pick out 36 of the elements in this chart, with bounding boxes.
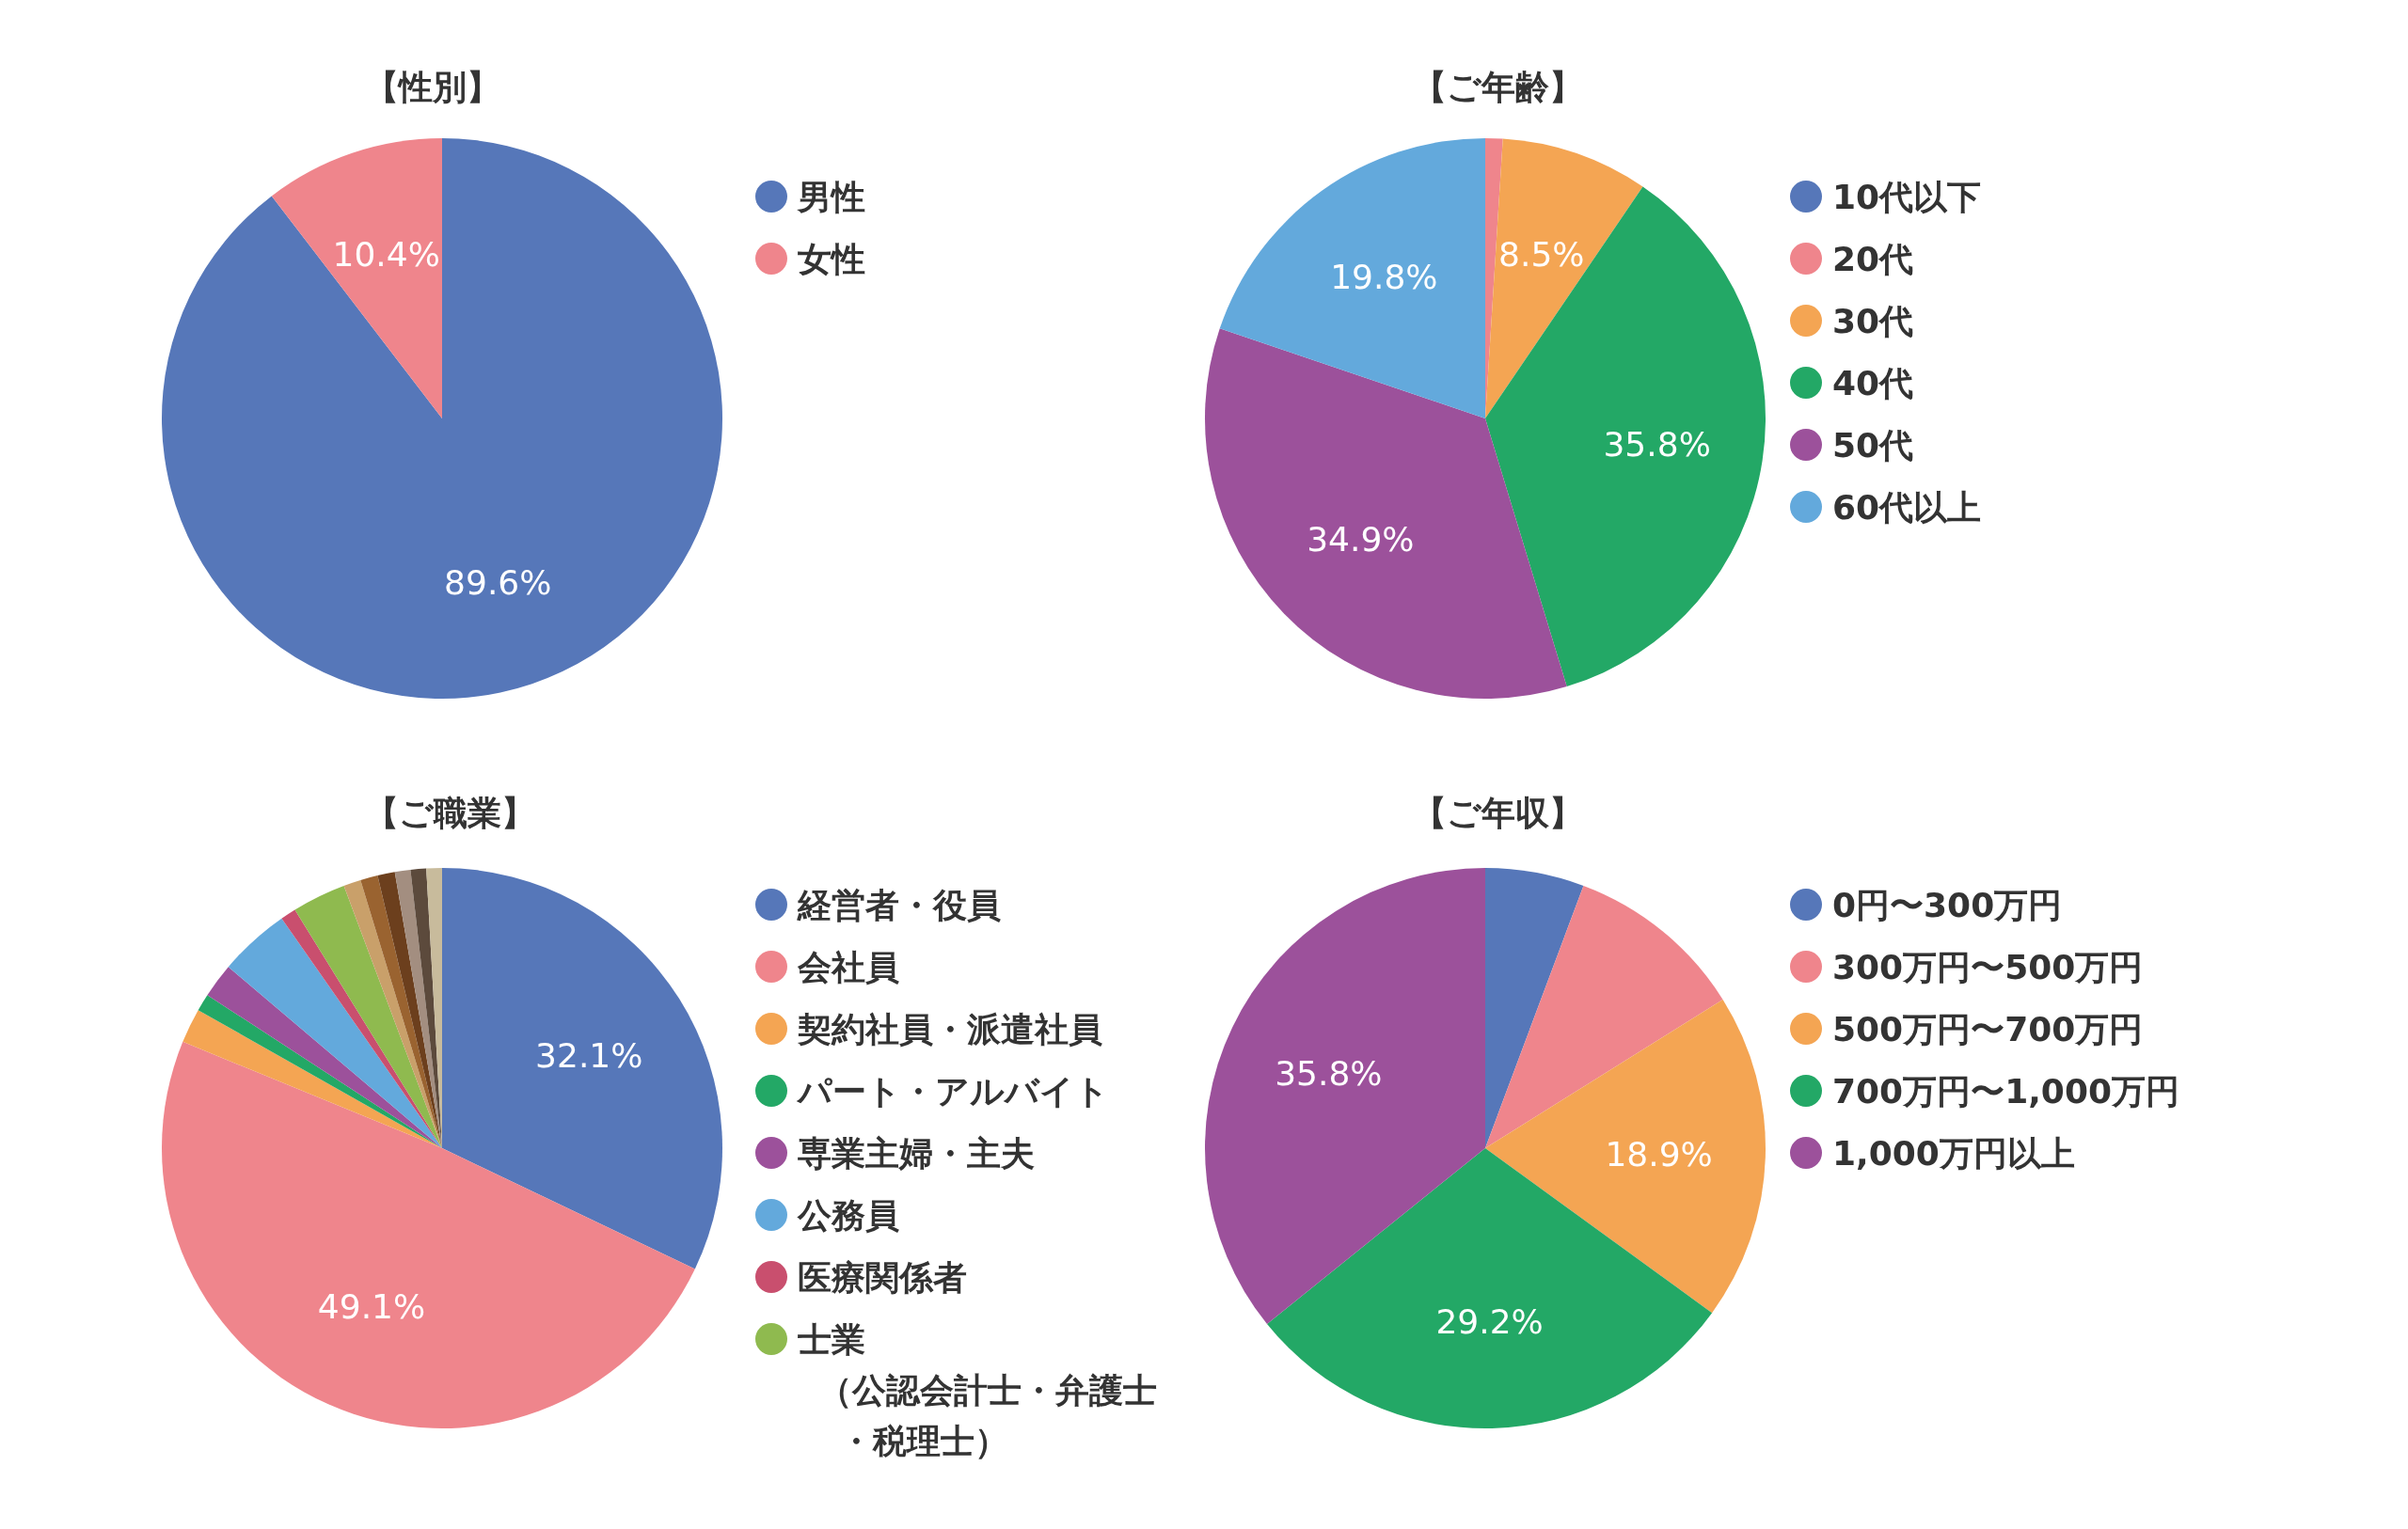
data-label: 18.9% bbox=[1605, 1134, 1713, 1174]
data-label: 35.8% bbox=[1603, 425, 1711, 465]
data-label: 19.8% bbox=[1330, 258, 1438, 297]
legend-label: 500万円〜700万円 bbox=[1832, 1009, 2144, 1048]
legend-label: 専業主婦・主夫 bbox=[798, 1133, 1035, 1173]
legend-label: 60代以上 bbox=[1832, 487, 1982, 527]
legend-label: 男性 bbox=[797, 177, 865, 216]
data-label: 35.8% bbox=[1275, 1053, 1383, 1093]
legend-label: 20代 bbox=[1832, 239, 1914, 278]
chart-title: 【ご職業】 bbox=[364, 793, 535, 832]
data-label: 34.9% bbox=[1307, 520, 1415, 560]
data-label: 10.4% bbox=[332, 234, 440, 274]
legend-label: 会社員 bbox=[797, 947, 899, 986]
legend-label: 50代 bbox=[1832, 425, 1914, 465]
data-label: 49.1% bbox=[317, 1287, 426, 1327]
data-label: 89.6% bbox=[444, 563, 552, 603]
legend-label: 士業（公認会計士・弁護士・税理士） bbox=[798, 1319, 1157, 1460]
legend-label: 契約社員・派遣社員 bbox=[797, 1009, 1102, 1048]
legend-label: 30代 bbox=[1832, 301, 1914, 340]
legend-label: 40代 bbox=[1832, 363, 1914, 402]
legend-label: 0円〜300万円 bbox=[1832, 885, 2063, 924]
legend-label: 女性 bbox=[798, 239, 865, 278]
chart-title: 【性別】 bbox=[365, 67, 500, 106]
legend-label: 300万円〜500万円 bbox=[1832, 947, 2144, 986]
legend-label: 公務員 bbox=[797, 1195, 899, 1235]
legend-label: 医療関係者 bbox=[798, 1257, 967, 1297]
chart-title: 【ご年収】 bbox=[1412, 793, 1583, 832]
data-label: 32.1% bbox=[535, 1035, 643, 1075]
chart-title: 【ご年齢】 bbox=[1412, 67, 1583, 106]
data-label: 29.2% bbox=[1435, 1302, 1544, 1342]
legend-label: 1,000万円以上 bbox=[1832, 1133, 2075, 1173]
data-label: 8.5% bbox=[1498, 234, 1585, 274]
legend-label: 700万円〜1,000万円 bbox=[1832, 1071, 2180, 1111]
legend-label: 経営者・役員 bbox=[797, 885, 1001, 924]
legend-label: パート・アルバイト bbox=[796, 1071, 1109, 1111]
legend-label: 10代以下 bbox=[1832, 177, 1982, 216]
